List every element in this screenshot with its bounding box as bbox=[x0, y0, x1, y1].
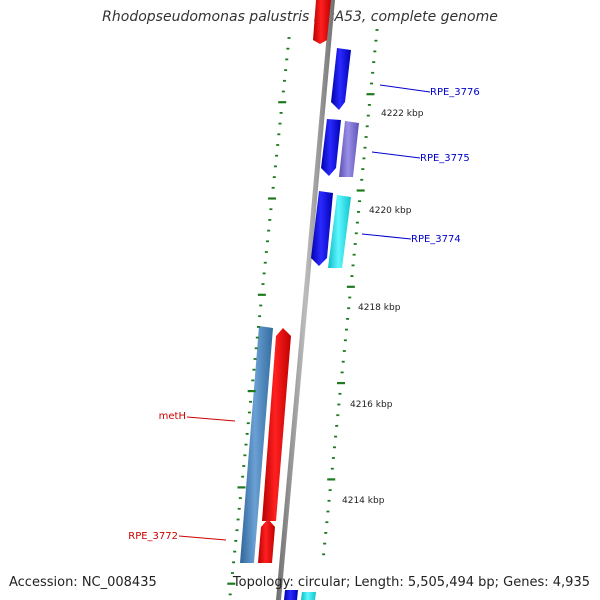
gene-label-rpe-3772[interactable]: RPE_3772 bbox=[128, 531, 178, 542]
callout-line-rpe-3772 bbox=[178, 535, 227, 541]
scale-label-4220: 4220 kbp bbox=[369, 206, 412, 216]
gene-feature-meth[interactable] bbox=[262, 328, 291, 521]
gene-feature-rpe-3775-blue[interactable] bbox=[321, 119, 341, 176]
scale-labels: 4222 kbp 4220 kbp 4218 kbp 4216 kbp 4214… bbox=[342, 109, 424, 506]
gene-feature-rpe-3772[interactable] bbox=[258, 519, 275, 563]
gene-feature-red-top[interactable] bbox=[313, 0, 331, 44]
scale-label-4218: 4218 kbp bbox=[358, 303, 401, 313]
callout-line-rpe-3774 bbox=[361, 233, 412, 240]
callout-line-meth bbox=[186, 416, 236, 422]
gene-feature-rpe-3775[interactable] bbox=[339, 121, 359, 177]
scale-ticks bbox=[227, 29, 379, 596]
genome-summary-text: Topology: circular; Length: 5,505,494 bp… bbox=[232, 575, 590, 590]
gene-feature-rpe-3774[interactable] bbox=[328, 195, 351, 268]
gene-feature-rpe-3776[interactable] bbox=[331, 48, 351, 110]
gene-feature-rpe-3774-blue[interactable] bbox=[311, 191, 333, 266]
callout-line-rpe-3775 bbox=[371, 151, 421, 159]
gene-feature-bottom-cyan[interactable] bbox=[301, 592, 316, 600]
callout-line-rpe-3776 bbox=[379, 84, 431, 93]
scale-label-4222: 4222 kbp bbox=[381, 109, 424, 119]
gene-feature-bottom-blue[interactable] bbox=[284, 590, 298, 600]
gene-features bbox=[240, 0, 359, 600]
accession-text: Accession: NC_008435 bbox=[9, 575, 157, 590]
gene-feature-meth-steel[interactable] bbox=[240, 326, 273, 563]
gene-label-rpe-3774[interactable]: RPE_3774 bbox=[411, 234, 461, 245]
genome-backbone bbox=[276, 0, 335, 600]
scale-label-4216: 4216 kbp bbox=[350, 400, 393, 410]
gene-label-rpe-3776[interactable]: RPE_3776 bbox=[430, 87, 480, 98]
map-title: Rhodopseudomonas palustris BisA53, compl… bbox=[102, 9, 498, 25]
gene-label-rpe-3775[interactable]: RPE_3775 bbox=[420, 153, 470, 164]
gene-labels: RPE_3776 RPE_3775 RPE_3774 metH RPE_3772 bbox=[128, 87, 480, 542]
scale-label-4214: 4214 kbp bbox=[342, 496, 385, 506]
gene-callouts bbox=[178, 84, 431, 541]
gene-label-meth[interactable]: metH bbox=[159, 411, 186, 422]
